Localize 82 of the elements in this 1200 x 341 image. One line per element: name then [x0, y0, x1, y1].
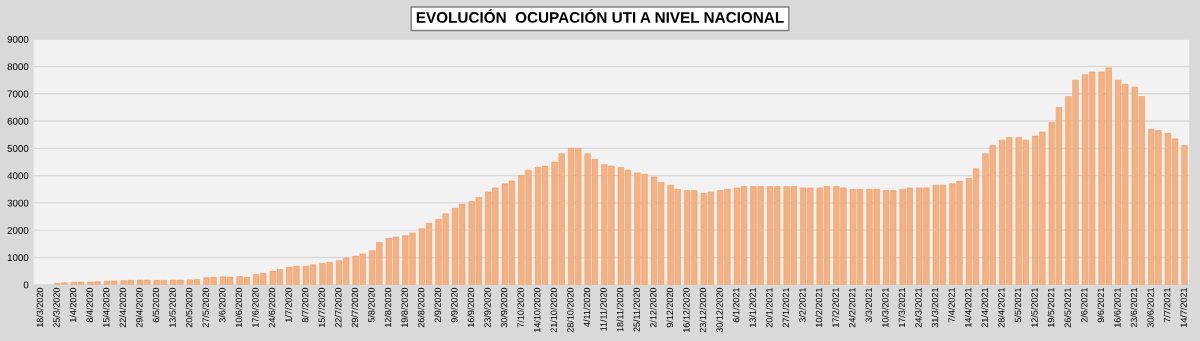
y-tick-label: 6000 [7, 117, 29, 125]
x-tick-label: 10/6/2020 [235, 287, 243, 327]
x-tick-label: 29/4/2020 [135, 287, 143, 328]
x-tick-label: 9/6/2021 [1097, 287, 1105, 323]
x-tick-label: 31/3/2021 [931, 287, 939, 328]
x-tick-label: 16/9/2020 [467, 287, 475, 327]
y-tick-label: 8000 [7, 63, 29, 71]
x-tick-label: 7/10/2020 [517, 287, 524, 328]
x-tick-label: 21/4/2021 [981, 287, 988, 328]
x-tick-label: 7/4/2021 [948, 287, 955, 323]
x-tick-label: 9/9/2020 [450, 287, 458, 323]
y-tick-label: 4000 [7, 172, 29, 180]
x-tick-label: 10/2/2021 [815, 287, 823, 327]
x-tick-label: 27/5/2020 [202, 287, 209, 328]
y-tick-label: 9000 [7, 35, 29, 43]
x-tick-label: 16/6/2021 [1113, 287, 1121, 327]
x-tick-label: 26/8/2020 [417, 287, 425, 328]
x-tick-label: 9/12/2020 [666, 287, 674, 328]
x-tick-label: 17/6/2020 [251, 287, 259, 327]
x-tick-label: 8/7/2020 [301, 287, 309, 323]
x-tick-label: 2/9/2020 [434, 287, 441, 323]
x-tick-label: 25/3/2020 [53, 287, 60, 328]
y-tick-label: 0 [23, 281, 29, 289]
chart-title: EVOLUCIÓN OCUPACIÓN UTI A NIVEL NACIONAL [416, 9, 784, 23]
x-tick-label: 27/1/2021 [782, 287, 790, 328]
x-tick-label: 21/10/2020 [550, 287, 557, 333]
x-tick-label: 18/11/2020 [616, 287, 624, 332]
x-tick-label: 6/5/2020 [152, 287, 160, 323]
x-tick-label: 20/1/2021 [765, 287, 773, 328]
x-tick-label: 13/5/2020 [169, 287, 176, 327]
x-tick-label: 30/6/2021 [1147, 287, 1154, 328]
x-tick-label: 1/7/2020 [285, 287, 292, 322]
y-tick-label: 7000 [7, 90, 29, 98]
x-tick-label: 2/6/2021 [1080, 287, 1088, 323]
x-tick-label: 28/4/2021 [997, 287, 1005, 328]
x-tick-label: 23/12/2020 [699, 287, 707, 333]
x-tick-label: 24/2/2021 [848, 287, 856, 328]
x-tick-label: 3/2/2021 [799, 287, 806, 323]
x-tick-label: 12/8/2020 [384, 287, 392, 327]
x-tick-label: 7/7/2021 [1163, 287, 1171, 323]
x-tick-label: 18/3/2020 [36, 287, 44, 327]
y-tick-label: 5000 [7, 145, 29, 152]
x-tick-label: 15/4/2020 [102, 287, 110, 327]
x-tick-label: 3/3/2021 [865, 287, 872, 323]
y-tick-label: 1000 [7, 254, 29, 262]
x-tick-label: 26/5/2021 [1064, 287, 1071, 328]
x-tick-label: 23/9/2020 [484, 287, 491, 328]
x-tick-label: 25/11/2020 [633, 287, 640, 332]
x-tick-label: 10/3/2021 [881, 287, 889, 327]
x-tick-label: 30/9/2020 [500, 287, 508, 328]
x-tick-label: 24/3/2021 [915, 287, 922, 328]
x-tick-label: 28/10/2020 [566, 287, 574, 333]
x-tick-label: 29/7/2020 [351, 287, 359, 328]
x-tick-label: 8/4/2020 [86, 287, 93, 323]
x-tick-label: 19/8/2020 [401, 287, 408, 327]
x-tick-label: 14/10/2020 [533, 287, 541, 332]
x-tick-label: 14/4/2021 [964, 287, 972, 327]
x-tick-label: 2/12/2020 [649, 287, 657, 328]
x-tick-label: 5/5/2021 [1014, 287, 1022, 323]
x-tick-label: 5/8/2020 [368, 287, 375, 323]
x-tick-label: 14/7/2021 [1180, 287, 1187, 327]
x-tick-label: 4/11/2020 [583, 287, 591, 327]
bar [1181, 145, 1188, 285]
x-tick-label: 24/6/2020 [268, 287, 276, 328]
x-tick-label: 22/4/2020 [119, 287, 127, 328]
y-tick-label: 3000 [7, 199, 29, 207]
x-tick-label: 11/11/2020 [600, 287, 607, 331]
x-tick-label: 19/5/2021 [1047, 287, 1055, 327]
x-tick-label: 6/1/2021 [732, 287, 740, 323]
x-tick-label: 3/6/2020 [218, 287, 226, 323]
x-tick-label: 23/6/2021 [1130, 287, 1138, 328]
x-tick-label: 12/5/2021 [1031, 287, 1038, 327]
x-tick-label: 17/3/2021 [898, 287, 906, 327]
y-tick-label: 2000 [7, 226, 29, 234]
x-tick-label: 13/1/2021 [749, 287, 756, 327]
x-tick-label: 30/12/2020 [716, 287, 723, 333]
x-tick-label: 16/12/2020 [682, 287, 690, 332]
x-tick-label: 20/5/2020 [185, 287, 193, 328]
x-tick-label: 22/7/2020 [334, 287, 342, 328]
x-tick-label: 17/2/2021 [832, 287, 839, 327]
x-tick-label: 15/7/2020 [318, 287, 325, 327]
x-tick-label: 1/4/2020 [69, 287, 77, 322]
